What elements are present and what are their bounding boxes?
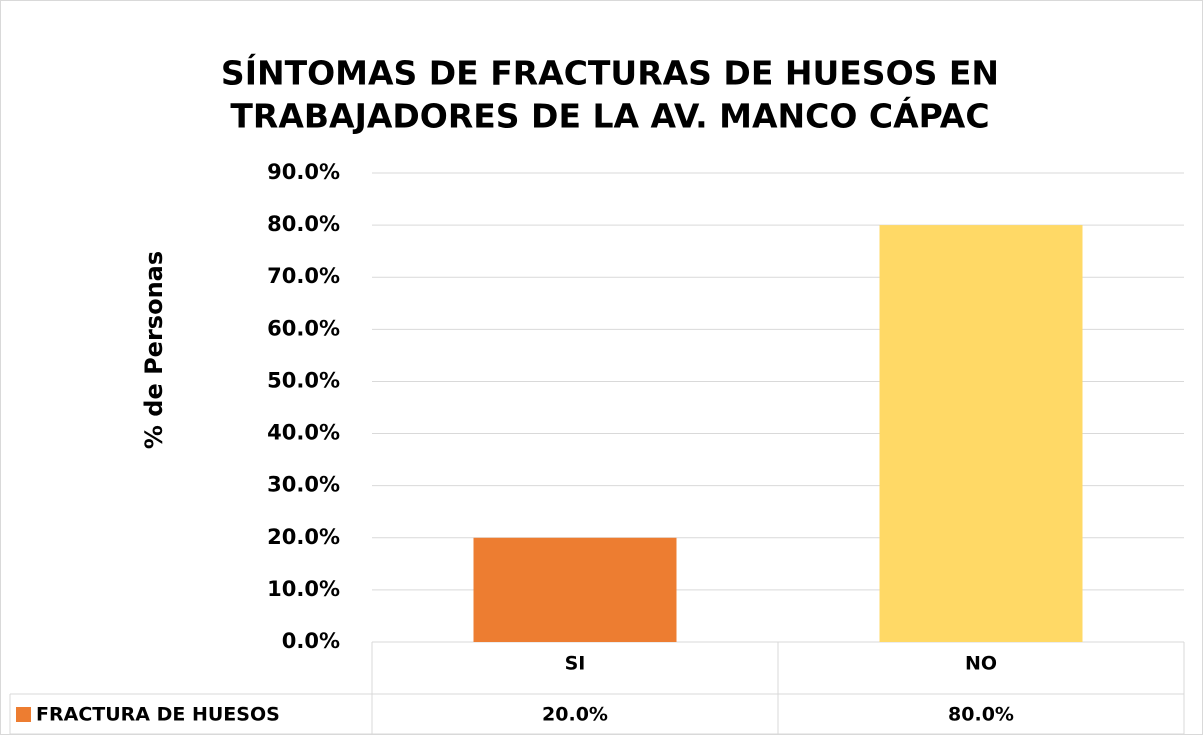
table-value: 20.0%	[542, 704, 608, 726]
y-tick-label: 50.0%	[267, 368, 340, 392]
legend-label: FRACTURA DE HUESOS	[36, 704, 280, 726]
y-tick-label: 0.0%	[282, 629, 340, 653]
y-tick-label: 80.0%	[267, 212, 340, 236]
chart-title: TRABAJADORES DE LA AV. MANCO CÁPAC	[230, 96, 989, 136]
legend-key	[16, 707, 31, 722]
y-tick-label: 30.0%	[267, 473, 340, 497]
table-value: 80.0%	[948, 704, 1014, 726]
chart-title: SÍNTOMAS DE FRACTURAS DE HUESOS EN	[221, 53, 999, 93]
y-tick-label: 40.0%	[267, 421, 340, 445]
x-tick-label: NO	[965, 653, 997, 675]
y-axis-label: % de Personas	[140, 251, 168, 449]
y-tick-label: 60.0%	[267, 316, 340, 340]
y-tick-label: 10.0%	[267, 577, 340, 601]
y-tick-label: 70.0%	[267, 264, 340, 288]
bar	[879, 225, 1083, 642]
bar	[473, 537, 677, 642]
y-tick-label: 20.0%	[267, 525, 340, 549]
x-tick-label: SI	[565, 653, 586, 675]
y-tick-label: 90.0%	[267, 160, 340, 184]
